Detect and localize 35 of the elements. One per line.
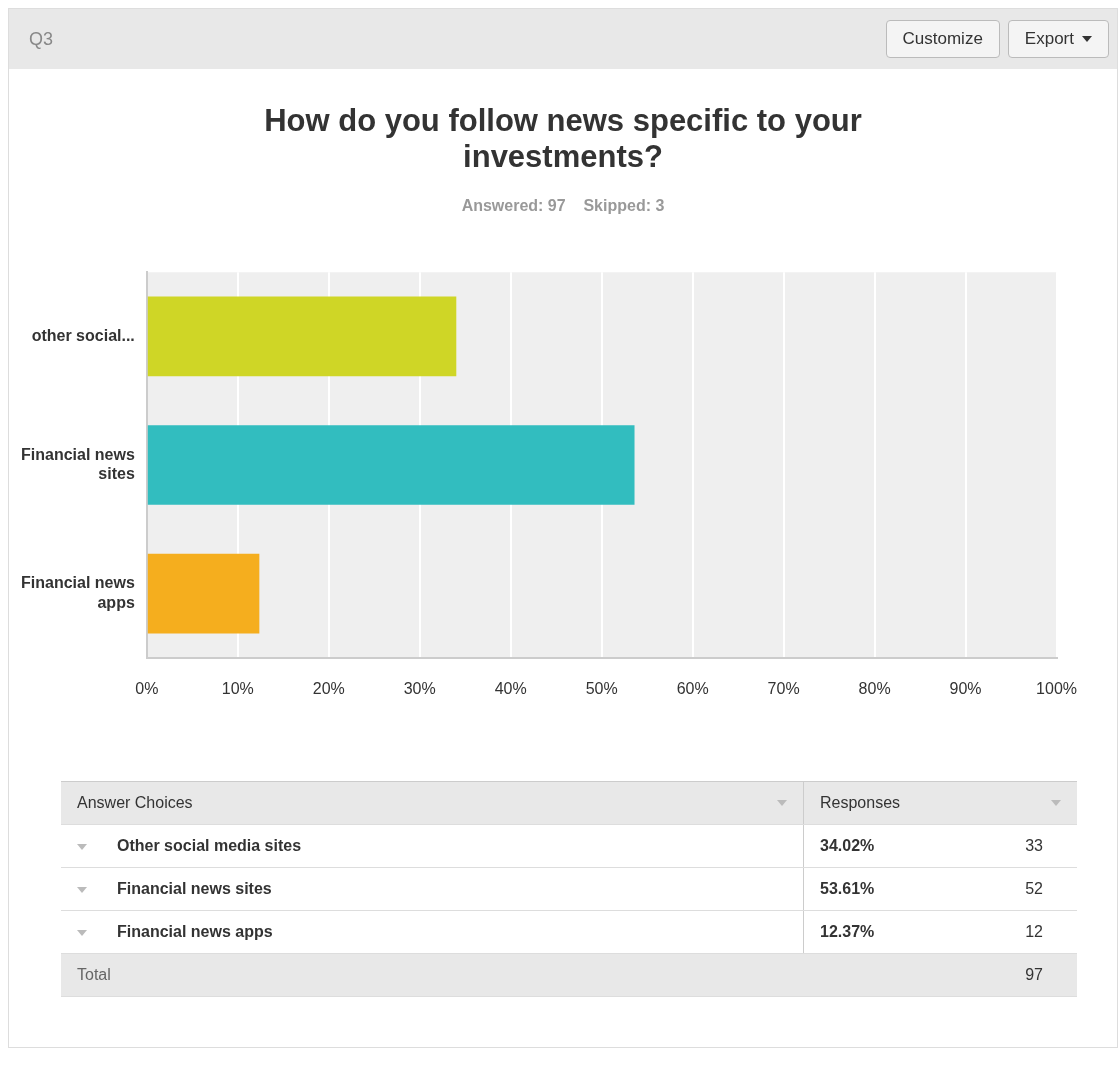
text: 52 (957, 867, 1077, 911)
text: Responses (820, 794, 902, 812)
x-tick-label: 50% (585, 679, 618, 697)
bar (147, 425, 635, 505)
text: Customize (885, 20, 1000, 58)
x-tick-label: 80% (858, 679, 891, 697)
x-tick-label: 30% (403, 679, 436, 697)
text: 97 (957, 953, 1077, 997)
text: 34.02% (803, 824, 958, 868)
y-tick-label: Financial news apps (21, 574, 135, 611)
text: 12.37% (803, 910, 958, 954)
text: Total (61, 953, 804, 997)
text: Other social media sites (61, 824, 804, 868)
x-tick-label: 0% (135, 679, 159, 697)
chart-title: How do you follow news specific to your investments? (263, 103, 863, 175)
x-tick-label: 20% (312, 679, 345, 697)
bar (147, 296, 457, 377)
text: 53.61% (803, 867, 958, 911)
text: Answer Choices (77, 794, 194, 812)
y-tick-label: Financial news sites (21, 445, 135, 483)
chart-subtitle: Answered: 97 Skipped: 3 (460, 197, 666, 215)
y-tick-label: other social... (31, 326, 135, 344)
text: Financial news sites (61, 867, 804, 911)
x-tick-label: 70% (767, 679, 800, 697)
text: 12 (957, 910, 1077, 954)
text: Export (1007, 20, 1109, 58)
x-tick-label: 10% (221, 679, 254, 697)
bar (147, 553, 260, 634)
x-tick-label: 100% (1036, 679, 1077, 697)
text: Financial news apps (61, 910, 804, 954)
x-tick-label: 90% (949, 679, 982, 697)
text: Q3 (29, 28, 54, 50)
text: 33 (957, 824, 1077, 868)
x-tick-label: 60% (676, 679, 709, 697)
x-tick-label: 40% (494, 679, 527, 697)
